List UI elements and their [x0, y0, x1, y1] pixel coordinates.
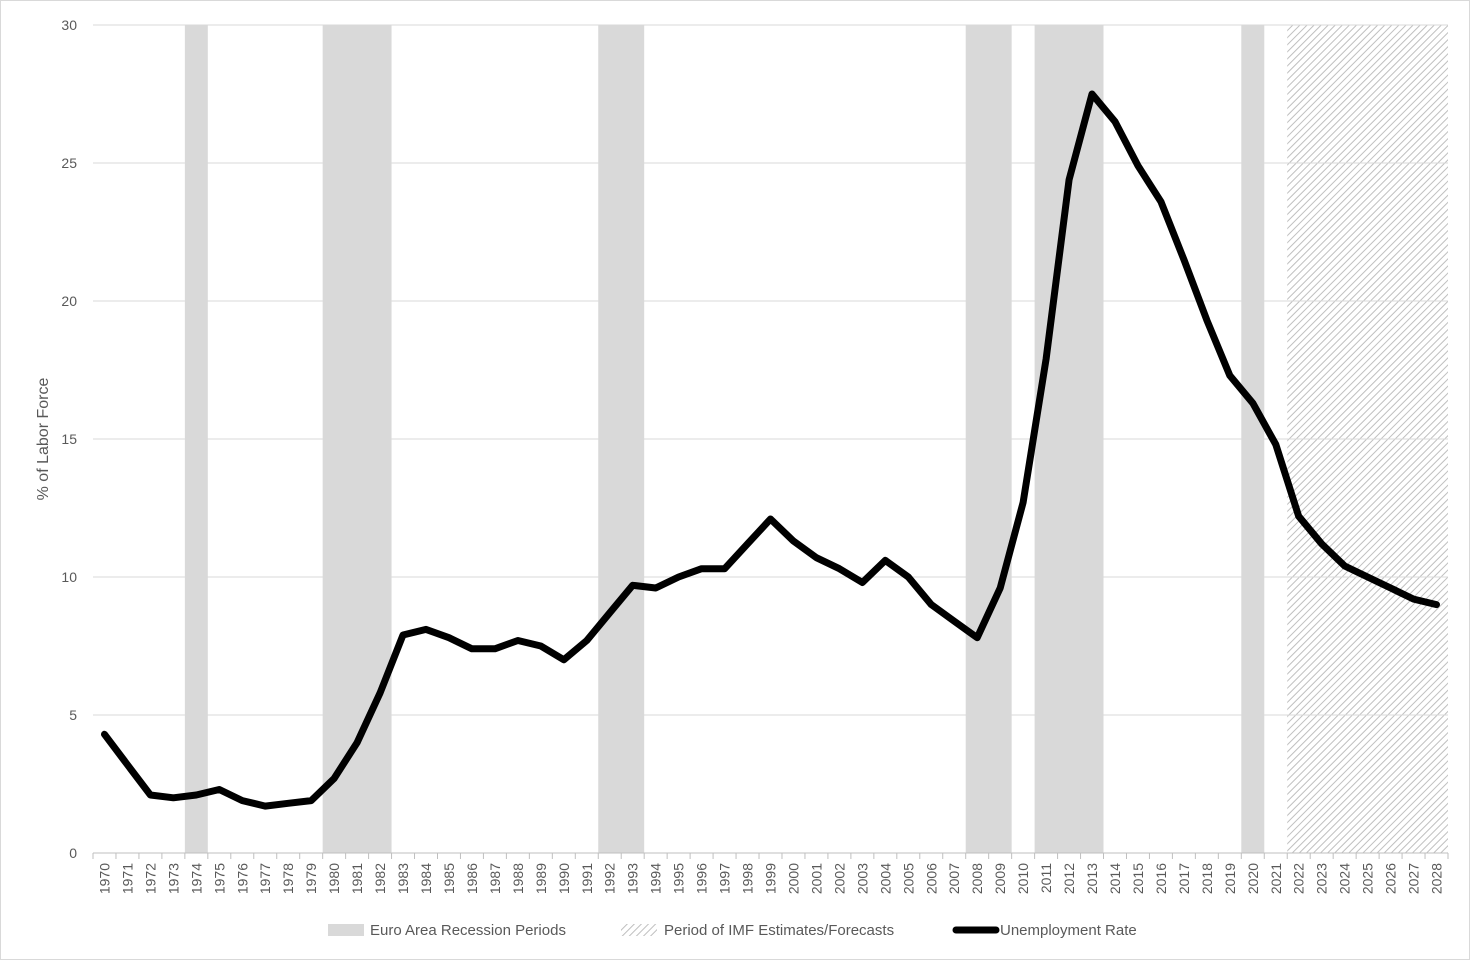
x-tick-label: 2019 [1222, 863, 1238, 894]
x-tick-label: 2023 [1314, 863, 1330, 894]
x-tick-label: 2005 [900, 863, 916, 894]
x-tick-label: 1996 [694, 863, 710, 894]
x-tick-label: 2013 [1084, 863, 1100, 894]
legend-label: Unemployment Rate [1000, 922, 1137, 939]
axes [92, 852, 1449, 859]
x-tick-label: 2007 [946, 863, 962, 894]
x-tick-label: 2012 [1061, 863, 1077, 894]
x-tick-label: 1997 [717, 863, 733, 894]
x-tick-label: 1990 [556, 863, 572, 894]
y-tick-label: 15 [61, 431, 77, 447]
x-tick-label: 2015 [1130, 863, 1146, 894]
x-tick-label: 1989 [533, 863, 549, 894]
x-tick-label: 1985 [441, 863, 457, 894]
x-tick-label: 1991 [579, 863, 595, 894]
x-tick-label: 1981 [349, 863, 365, 894]
x-tick-label: 1994 [648, 863, 664, 894]
x-tick-label: 1974 [188, 863, 204, 894]
x-tick-label: 1987 [487, 863, 503, 894]
x-tick-label: 1979 [303, 863, 319, 894]
x-tick-label: 2002 [831, 863, 847, 894]
x-tick-label: 2006 [923, 863, 939, 894]
x-tick-label: 2014 [1107, 863, 1123, 894]
y-tick-label: 25 [61, 155, 77, 171]
y-tick-label: 0 [69, 845, 77, 861]
x-tick-label: 1975 [211, 863, 227, 894]
legend-swatch [621, 924, 657, 936]
x-tick-label: 1972 [142, 863, 158, 894]
x-tick-label: 2009 [992, 863, 1008, 894]
series-line-unemployment-rate [101, 90, 1440, 810]
legend: Euro Area Recession Periods Period of IMF… [328, 922, 1137, 939]
x-tick-label: 1992 [602, 863, 618, 894]
x-tick-label: 1983 [395, 863, 411, 894]
x-tick-label: 2004 [877, 863, 893, 894]
y-tick-label: 5 [69, 707, 77, 723]
x-tick-label: 2003 [854, 863, 870, 894]
x-tick-label: 2020 [1245, 863, 1261, 894]
y-tick-label: 10 [61, 569, 77, 585]
x-tick-label: 2000 [785, 863, 801, 894]
x-tick-label: 1978 [280, 863, 296, 894]
x-tick-label: 2011 [1038, 863, 1054, 893]
x-tick-label: 1999 [763, 863, 779, 894]
legend-swatch [328, 924, 364, 936]
x-tick-label: 2027 [1406, 863, 1422, 894]
x-tick-label: 1993 [625, 863, 641, 894]
legend-label: Euro Area Recession Periods [370, 922, 566, 939]
x-tick-label: 1998 [740, 863, 756, 894]
x-tick-label: 2010 [1015, 863, 1031, 894]
x-tick-label: 1984 [418, 863, 434, 894]
gridlines [93, 24, 1448, 716]
x-tick-label: 1971 [119, 863, 135, 894]
x-tick-label: 1988 [510, 863, 526, 894]
x-tick-label: 1986 [464, 863, 480, 894]
x-tick-label: 1995 [671, 863, 687, 894]
x-tick-label: 1980 [326, 863, 342, 894]
x-tick-label: 2001 [808, 863, 824, 894]
x-tick-label: 1973 [165, 863, 181, 894]
series-lines [101, 90, 1440, 810]
x-tick-label: 2018 [1199, 863, 1215, 894]
x-tick-label: 1976 [234, 863, 250, 894]
x-tick-label: 1970 [96, 863, 112, 894]
x-tick-label: 2028 [1429, 863, 1445, 894]
y-tick-label: 20 [61, 293, 77, 309]
x-tick-label: 2021 [1268, 863, 1284, 894]
legend-label: Period of IMF Estimates/Forecasts [664, 922, 894, 939]
x-tick-label: 1977 [257, 863, 273, 894]
x-tick-label: 2017 [1176, 863, 1192, 894]
x-tick-label: 2026 [1383, 863, 1399, 894]
x-tick-label: 2022 [1291, 863, 1307, 894]
x-tick-label: 2008 [969, 863, 985, 894]
x-tick-label: 1982 [372, 863, 388, 894]
y-axis-title: % of Labor Force [35, 378, 52, 501]
y-tick-label: 30 [61, 17, 77, 33]
x-tick-label: 2016 [1153, 863, 1169, 894]
x-tick-label: 2025 [1360, 863, 1376, 894]
x-tick-label: 2024 [1337, 863, 1353, 894]
